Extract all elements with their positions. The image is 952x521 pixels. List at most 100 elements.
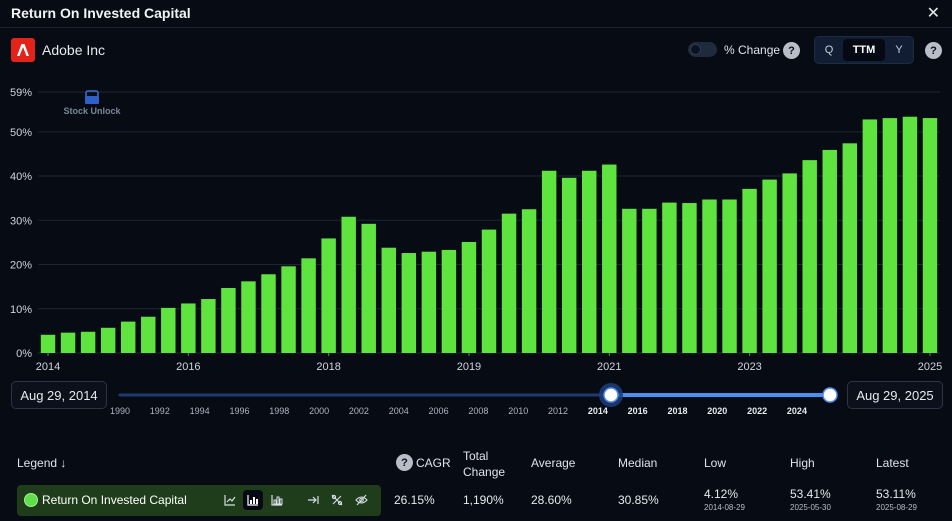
- bar[interactable]: [822, 149, 837, 353]
- bar[interactable]: [902, 116, 918, 354]
- bar[interactable]: [201, 299, 216, 353]
- bar[interactable]: [261, 274, 276, 353]
- value-median: 30.85%: [618, 493, 659, 507]
- bar[interactable]: [541, 170, 557, 353]
- value-high-date: 2025-05-30: [790, 503, 831, 512]
- series-color-dot[interactable]: [24, 493, 38, 507]
- bar[interactable]: [561, 177, 577, 353]
- x-tick-label: 2019: [457, 361, 481, 372]
- line-chart-icon[interactable]: [220, 490, 240, 510]
- watermark-text: Stock Unlock: [63, 106, 121, 116]
- bar[interactable]: [80, 331, 96, 353]
- bar[interactable]: [281, 266, 296, 353]
- bar[interactable]: [361, 223, 376, 353]
- range-end-date[interactable]: Aug 29, 2025: [847, 381, 943, 409]
- bar[interactable]: [782, 173, 797, 353]
- y-tick-label: 59%: [10, 87, 32, 99]
- close-icon[interactable]: ✕: [926, 5, 940, 22]
- roic-bar-chart: 0% 10% 20% 30% 40% 50% 59% 2014 2016 2018 2019 202…: [10, 87, 942, 372]
- x-tick-label: 2014: [36, 361, 60, 372]
- y-tick-label: 30%: [10, 215, 32, 227]
- help-icon-period[interactable]: ?: [925, 42, 942, 59]
- bar[interactable]: [742, 188, 757, 353]
- col-low: Low: [704, 456, 727, 470]
- bar[interactable]: [461, 241, 477, 353]
- arrow-to-line-icon[interactable]: [303, 490, 323, 510]
- stacked-bar-icon[interactable]: [267, 490, 287, 510]
- company-identity: Adobe Inc: [11, 38, 105, 62]
- bar[interactable]: [662, 202, 677, 353]
- bar[interactable]: [421, 251, 437, 353]
- bar[interactable]: [582, 170, 597, 353]
- y-tick-label: 20%: [10, 260, 32, 272]
- bar[interactable]: [702, 199, 717, 353]
- period-y-button[interactable]: Y: [895, 44, 903, 56]
- bar[interactable]: [120, 321, 136, 353]
- bar[interactable]: [181, 303, 196, 353]
- value-low-date: 2014-08-29: [704, 503, 745, 512]
- bar[interactable]: [381, 247, 396, 353]
- bar[interactable]: [862, 119, 878, 353]
- range-start-handle[interactable]: [603, 387, 619, 403]
- bar[interactable]: [642, 208, 657, 353]
- bar[interactable]: [802, 160, 817, 353]
- range-year-label: 1990: [110, 406, 130, 416]
- bar[interactable]: [842, 143, 858, 353]
- percent-off-icon[interactable]: [327, 490, 347, 510]
- help-icon[interactable]: ?: [783, 42, 800, 59]
- range-year-label: 2014: [588, 406, 608, 416]
- bar[interactable]: [481, 229, 497, 353]
- modal-header: Return On Invested Capital ✕: [0, 0, 952, 28]
- bar[interactable]: [762, 179, 777, 353]
- range-year-label: 2004: [389, 406, 409, 416]
- range-year-label: 2006: [429, 406, 449, 416]
- pct-change-toggle[interactable]: [688, 42, 717, 57]
- bar[interactable]: [40, 334, 56, 353]
- range-year-label: 2000: [309, 406, 329, 416]
- bar[interactable]: [441, 249, 457, 353]
- bar[interactable]: [321, 238, 336, 353]
- legend-series-item[interactable]: Return On Invested Capital: [17, 485, 381, 516]
- period-ttm-button[interactable]: TTM: [843, 39, 885, 61]
- bar[interactable]: [922, 118, 938, 354]
- bar[interactable]: [221, 287, 236, 353]
- range-year-label: 2024: [787, 406, 807, 416]
- period-q-button[interactable]: Q: [824, 44, 834, 56]
- eye-off-icon[interactable]: [351, 490, 371, 510]
- legend-values-row: 26.15% 1,190% 28.60% 30.85% 4.12% 2014-0…: [0, 485, 952, 515]
- chart-bars: [40, 116, 938, 354]
- bar[interactable]: [682, 203, 697, 353]
- bar[interactable]: [722, 199, 737, 353]
- bar[interactable]: [301, 258, 316, 353]
- x-tick-label: 2023: [737, 361, 761, 372]
- bar[interactable]: [501, 213, 517, 353]
- range-end-handle[interactable]: [822, 387, 838, 403]
- bar[interactable]: [622, 208, 637, 353]
- x-tick-label: 2021: [597, 361, 621, 372]
- range-year-label: 2002: [349, 406, 369, 416]
- range-year-label: 1998: [269, 406, 289, 416]
- value-average: 28.60%: [531, 493, 572, 507]
- bar[interactable]: [60, 332, 76, 353]
- bar[interactable]: [602, 164, 617, 353]
- range-year-label: 2016: [628, 406, 648, 416]
- lock-icon-body: [85, 96, 99, 104]
- bar-chart-icon[interactable]: [243, 490, 263, 510]
- bar[interactable]: [161, 307, 176, 353]
- range-slider[interactable]: 1990 1992 1994 1996 1998 2000 2002 2004 2006 2008…: [110, 381, 845, 421]
- range-year-label: 1992: [150, 406, 170, 416]
- x-tick-label: 2018: [316, 361, 340, 372]
- bar[interactable]: [401, 253, 417, 353]
- bar[interactable]: [141, 316, 156, 353]
- bar[interactable]: [882, 118, 898, 353]
- value-latest-date: 2025-08-29: [876, 503, 917, 512]
- bar[interactable]: [100, 327, 116, 353]
- bar[interactable]: [341, 216, 356, 353]
- bar[interactable]: [241, 281, 256, 353]
- x-tick-label: 2025: [918, 361, 942, 372]
- cagr-help-icon[interactable]: ?: [396, 454, 413, 471]
- range-start-date[interactable]: Aug 29, 2014: [11, 381, 107, 409]
- bar[interactable]: [521, 209, 537, 353]
- legend-sort-button[interactable]: Legend ↓: [17, 456, 67, 470]
- value-cagr: 26.15%: [394, 493, 435, 507]
